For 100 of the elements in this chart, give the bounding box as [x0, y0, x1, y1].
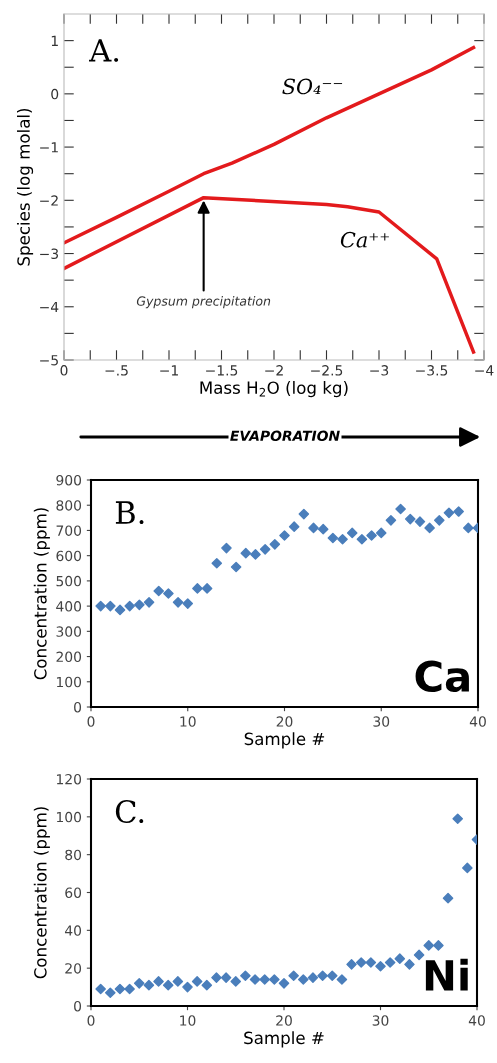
- series-label: Ca⁺⁺: [340, 231, 389, 248]
- point: [385, 515, 397, 526]
- point: [442, 892, 454, 904]
- x-tick-label: −4: [475, 365, 494, 376]
- point: [95, 600, 106, 612]
- point: [298, 508, 310, 520]
- point: [452, 813, 464, 825]
- x-tick-label: 20: [276, 716, 293, 727]
- point: [453, 506, 464, 517]
- point: [365, 957, 377, 968]
- x-axis-title: Sample #: [244, 1031, 324, 1048]
- y-tick-label: −1: [40, 142, 58, 153]
- point: [153, 585, 165, 597]
- x-tick-label: −1.5: [206, 365, 238, 376]
- x-tick-label: 40: [468, 1015, 485, 1026]
- point: [172, 597, 184, 608]
- point: [288, 970, 299, 982]
- x-axis-title: Mass H$_{2}$O (log kg): [200, 381, 348, 398]
- point: [337, 533, 348, 545]
- x-axis-title: Sample #: [244, 732, 325, 749]
- point: [404, 513, 416, 525]
- point: [124, 600, 136, 612]
- point: [240, 970, 251, 982]
- point: [259, 974, 271, 985]
- point: [124, 983, 135, 995]
- point: [463, 522, 474, 534]
- y-tick-label: 120: [56, 773, 82, 785]
- point: [346, 527, 358, 539]
- y-tick-label: 400: [56, 601, 82, 612]
- point: [221, 542, 232, 554]
- line-series: [64, 195, 476, 354]
- point: [240, 547, 252, 559]
- x-tick-label: 30: [373, 716, 390, 727]
- y-tick-label: 20: [65, 963, 82, 974]
- series-label: SO₄⁻⁻: [282, 78, 343, 95]
- point: [414, 516, 426, 527]
- annotation: B.: [115, 501, 144, 525]
- x-tick-label: −1: [160, 365, 178, 376]
- point: [182, 981, 193, 993]
- point: [308, 522, 319, 534]
- y-tick-label: 500: [56, 575, 82, 587]
- y-tick-label: 0: [74, 1000, 82, 1012]
- point: [384, 957, 396, 968]
- point: [433, 940, 444, 951]
- x-tick-label: −3.5: [416, 365, 448, 376]
- point: [114, 983, 126, 995]
- point: [211, 972, 222, 983]
- point: [326, 970, 338, 982]
- point: [191, 976, 203, 987]
- point: [394, 953, 406, 965]
- point: [433, 515, 445, 526]
- point: [424, 522, 435, 534]
- y-tick-label: 600: [56, 550, 82, 562]
- point: [375, 960, 386, 972]
- point: [404, 959, 415, 970]
- point: [192, 583, 203, 594]
- y-tick-label: 200: [56, 651, 82, 663]
- point: [230, 976, 242, 987]
- point: [163, 588, 174, 599]
- y-axis-title: Concentration (ppm): [33, 807, 50, 979]
- y-tick-label: 0: [74, 701, 82, 713]
- x-tick-label: −3: [370, 365, 389, 376]
- point: [105, 600, 116, 612]
- point: [297, 974, 309, 985]
- y-tick-label: 900: [56, 474, 82, 486]
- point: [220, 972, 232, 983]
- y-axis-title: Concentration (ppm): [33, 508, 50, 680]
- point: [443, 507, 455, 519]
- point: [317, 970, 328, 982]
- y-tick-label: −3: [40, 248, 59, 260]
- annotation: Ni: [425, 958, 468, 991]
- x-tick-label: 10: [180, 1015, 196, 1026]
- point: [269, 974, 280, 985]
- y-tick-label: 700: [56, 525, 82, 536]
- point: [375, 527, 387, 539]
- point: [104, 987, 116, 999]
- y-tick-label: −5: [40, 355, 58, 366]
- y-tick-label: −2: [40, 195, 58, 206]
- y-tick-label: −4: [40, 301, 59, 313]
- point: [114, 604, 126, 616]
- point: [201, 583, 213, 594]
- point: [201, 979, 213, 991]
- point: [172, 976, 184, 987]
- point: [259, 544, 271, 555]
- point: [95, 983, 106, 995]
- x-tick-label: 0: [87, 1015, 95, 1026]
- x-tick-label: 10: [180, 716, 196, 727]
- point: [143, 979, 155, 991]
- y-tick-label: 100: [56, 676, 82, 688]
- point: [133, 977, 145, 989]
- x-tick-label: 0: [87, 716, 95, 727]
- point: [278, 977, 290, 989]
- x-tick-label: 40: [469, 716, 486, 727]
- point: [288, 521, 300, 532]
- x-tick-label: −2: [265, 365, 283, 376]
- point: [162, 979, 174, 991]
- point: [395, 503, 406, 515]
- y-tick-label: 1: [51, 35, 58, 46]
- point: [269, 539, 281, 550]
- y-axis-title: Species (log molal): [16, 108, 34, 266]
